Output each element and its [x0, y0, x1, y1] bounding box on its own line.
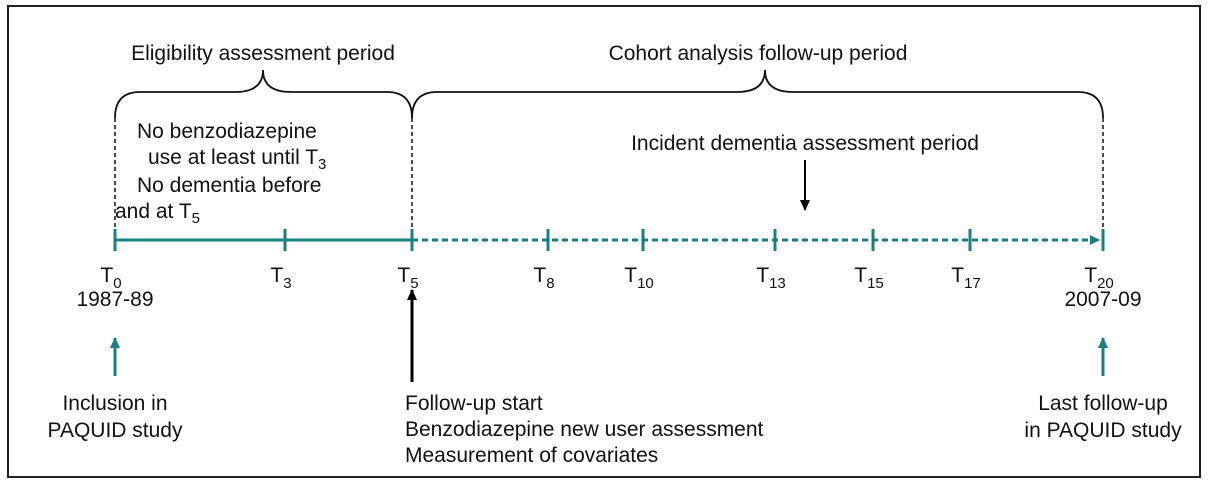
- timepoint-label: T0: [100, 264, 121, 292]
- note: Follow-up start: [405, 392, 543, 415]
- criteria: and at T5: [115, 200, 200, 227]
- timepoint-base: T: [533, 264, 546, 287]
- frame: [7, 5, 1201, 478]
- timepoint-label: T8: [533, 264, 554, 292]
- timepoint-label: T5: [397, 264, 418, 292]
- subscript: 3: [283, 275, 291, 292]
- subscript: 3: [318, 156, 326, 173]
- brace: [114, 69, 413, 119]
- subscript: 8: [546, 275, 554, 292]
- timepoint-label: T15: [854, 264, 884, 292]
- note: in PAQUID study: [1024, 419, 1182, 442]
- subscript: 5: [410, 275, 418, 292]
- timepoint-base: T: [100, 264, 113, 287]
- subscript: 20: [1097, 275, 1114, 292]
- note: Benzodiazepine new user assessment: [405, 418, 764, 441]
- timepoint-base: T: [270, 264, 283, 287]
- timepoint-base: T: [397, 264, 410, 287]
- timepoint-base: T: [854, 264, 867, 287]
- criteria: use at least until T3: [148, 146, 326, 173]
- timepoint-label: T10: [624, 264, 654, 292]
- note: Inclusion in: [62, 392, 167, 415]
- year-label: 1987-89: [76, 288, 153, 311]
- subscript: 13: [769, 275, 786, 292]
- note: PAQUID study: [48, 419, 183, 442]
- timepoint-label: T20: [1084, 264, 1114, 292]
- period-label: Eligibility assessment period: [131, 42, 395, 65]
- criteria-text: and at T: [115, 200, 192, 223]
- timepoint-base: T: [624, 264, 637, 287]
- subscript: 15: [867, 275, 884, 292]
- incident-label: Incident dementia assessment period: [631, 132, 979, 155]
- criteria: No dementia before: [137, 174, 321, 197]
- year-label: 2007-09: [1064, 288, 1141, 311]
- timepoint-base: T: [756, 264, 769, 287]
- subscript: 5: [192, 210, 200, 227]
- timepoint-base: T: [951, 264, 964, 287]
- criteria: No benzodiazepine: [137, 120, 317, 143]
- subscript: 0: [113, 275, 121, 292]
- timepoint-label: T13: [756, 264, 786, 292]
- timepoint-label: T3: [270, 264, 291, 292]
- criteria-text: use at least until T: [148, 146, 318, 169]
- subscript: 17: [964, 275, 981, 292]
- note: Last follow-up: [1038, 392, 1168, 415]
- timepoint-label: T17: [951, 264, 981, 292]
- timepoint-base: T: [1084, 264, 1097, 287]
- subscript: 10: [637, 275, 654, 292]
- note: Measurement of covariates: [405, 444, 658, 467]
- period-label: Cohort analysis follow-up period: [609, 42, 908, 65]
- brace: [411, 69, 1104, 119]
